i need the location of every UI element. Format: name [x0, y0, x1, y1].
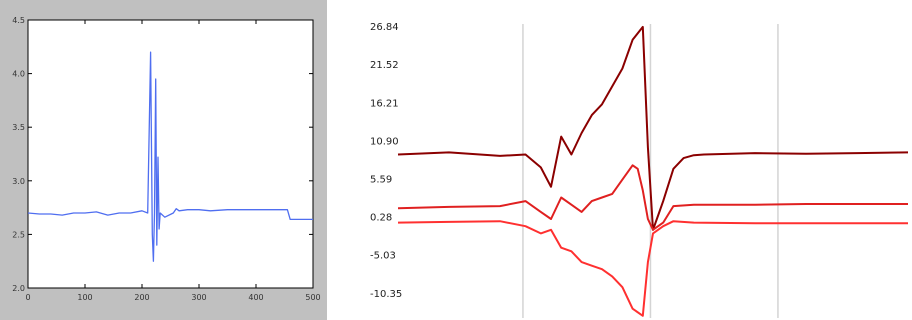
right-y-tick-label: 26.84 — [370, 22, 399, 33]
left-y-tick-label: 2.5 — [12, 230, 25, 239]
left-x-tick-label: 0 — [25, 293, 30, 302]
left-x-tick-label: 200 — [134, 293, 149, 302]
left-series-group — [27, 51, 313, 262]
right-tick-group: 26.84 21.52 16.21 10.90 5.59 0.28 -5.03 -10.35 — [370, 22, 402, 300]
right-y-tick-label: 10.90 — [370, 136, 399, 147]
right-series-line-1 — [397, 164, 908, 231]
left-series-line-0 — [27, 51, 313, 262]
left-x-tick-label: 300 — [191, 293, 206, 302]
right-series-line-0 — [397, 25, 909, 231]
right-y-tick-label: -5.03 — [370, 251, 396, 262]
left-plot-area — [27, 19, 314, 289]
left-x-tick-label: 500 — [305, 293, 320, 302]
left-line-chart: 0 100 200 300 400 500 2.0 2.5 3.0 3.5 4.0 4.5 — [0, 0, 327, 320]
left-y-tick-label: 2.0 — [12, 284, 25, 293]
right-y-tick-label: 21.52 — [370, 60, 399, 71]
left-tick-group: 0 100 200 300 400 500 2.0 2.5 3.0 3.5 4.0 4.5 — [12, 16, 320, 302]
right-series-line-2 — [397, 220, 908, 317]
right-grid-group — [522, 24, 779, 318]
left-y-tick-label: 4.5 — [12, 16, 25, 25]
right-line-chart: 26.84 21.52 16.21 10.90 5.59 0.28 -5.03 -10.35 — [370, 22, 909, 318]
left-y-tick-label: 3.5 — [12, 123, 25, 132]
right-series-group — [397, 25, 909, 317]
left-y-tick-label: 3.0 — [12, 177, 25, 186]
left-x-tick-label: 400 — [248, 293, 263, 302]
right-y-tick-label: -10.35 — [370, 289, 402, 300]
right-y-tick-label: 0.28 — [370, 213, 392, 224]
left-y-tick-label: 4.0 — [12, 70, 25, 79]
right-y-tick-label: 16.21 — [370, 98, 399, 109]
right-y-tick-label: 5.59 — [370, 174, 392, 185]
left-x-tick-label: 100 — [77, 293, 92, 302]
right-plot-area — [398, 24, 908, 318]
